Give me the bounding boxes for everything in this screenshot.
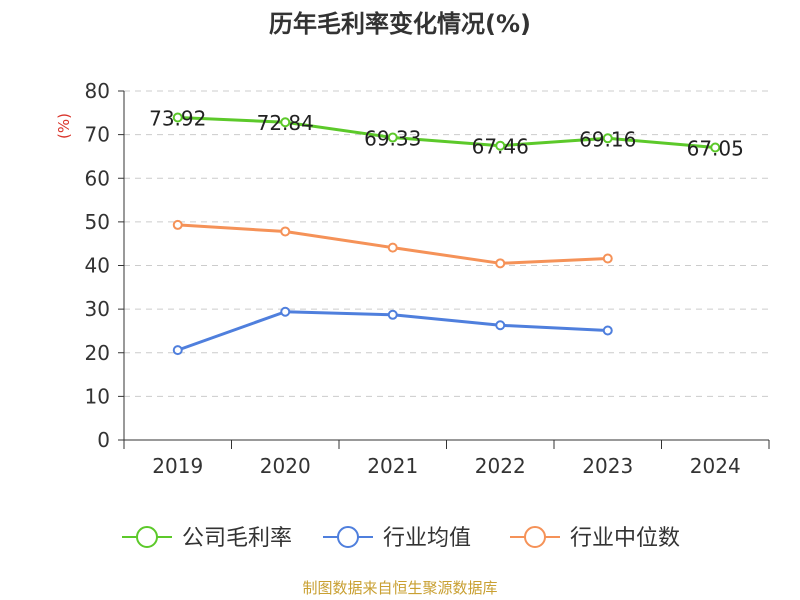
y-tick-label-70: 70 (85, 123, 110, 147)
data-label-2020: 72.84 (257, 111, 314, 135)
data-label-2019: 73.92 (149, 107, 206, 131)
y-axis-unit-label: (%) (55, 113, 73, 139)
y-tick-label-10: 10 (85, 384, 110, 408)
data-label-2021: 69.33 (364, 127, 421, 151)
y-tick-label-0: 0 (97, 428, 110, 452)
data-point-0-2023 (602, 133, 613, 144)
chart-title: 历年毛利率变化情况(%) (269, 10, 531, 38)
data-point-0-2020 (280, 117, 291, 128)
legend-label-1: 行业均值 (383, 526, 471, 551)
y-tick-label-50: 50 (85, 210, 110, 234)
y-tick-label-60: 60 (85, 166, 110, 190)
legend-label-2: 行业中位数 (570, 526, 680, 551)
axes: 0 10 20 30 40 50 60 70 80 2019 2020 2021 2022 2023 202… (55, 79, 770, 478)
data-point-0-2024 (710, 142, 721, 153)
grid-lines (124, 90, 769, 397)
legend-label-0: 公司毛利率 (182, 526, 292, 551)
x-tick-label-2023: 2023 (582, 454, 633, 478)
data-point-0-2021 (387, 132, 398, 143)
series-line-0 (177, 116, 716, 149)
data-label-2022: 67.46 (472, 135, 529, 159)
data-point-2-2021 (387, 242, 398, 253)
data-point-2-2022 (495, 258, 506, 269)
y-tick-label-80: 80 (85, 79, 110, 103)
x-tick-label-2022: 2022 (475, 454, 526, 478)
legend-marker-2 (524, 526, 546, 548)
x-tick-label-2021: 2021 (367, 454, 418, 478)
data-point-0-2022 (495, 140, 506, 151)
x-tick-label-2019: 2019 (152, 454, 203, 478)
legend-marker-0 (136, 526, 158, 548)
series-layer (172, 112, 721, 356)
y-tick-label-40: 40 (85, 254, 110, 278)
data-label-2024: 67.05 (687, 136, 744, 160)
legend-marker-1 (337, 526, 359, 548)
y-tick-label-20: 20 (85, 341, 110, 365)
legend: 公司毛利率 行业均值 行业中位数 (122, 526, 680, 551)
data-point-1-2021 (387, 309, 398, 320)
x-tick-label-2020: 2020 (260, 454, 311, 478)
data-labels: 73.92 72.84 69.33 67.46 69.16 67.05 (149, 107, 744, 161)
x-tick-label-2024: 2024 (690, 454, 741, 478)
data-point-2-2019 (172, 219, 183, 230)
data-point-1-2022 (495, 320, 506, 331)
y-tick-label-30: 30 (85, 297, 110, 321)
data-label-2023: 69.16 (579, 127, 636, 151)
data-point-2-2023 (602, 253, 613, 264)
data-point-1-2019 (172, 345, 183, 356)
data-point-1-2023 (602, 325, 613, 336)
data-point-2-2020 (280, 226, 291, 237)
data-point-0-2019 (172, 112, 183, 123)
data-point-1-2020 (280, 306, 291, 317)
data-source-note: 制图数据来自恒生聚源数据库 (302, 579, 498, 597)
